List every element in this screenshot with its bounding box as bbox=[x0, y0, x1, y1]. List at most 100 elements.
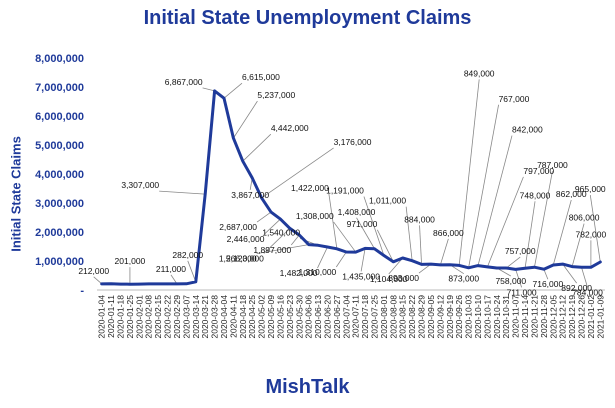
data-label: 211,000 bbox=[156, 264, 186, 274]
data-point bbox=[288, 227, 292, 230]
y-tick-label: 8,000,000 bbox=[35, 53, 84, 65]
data-label: 1,566,000 bbox=[219, 254, 257, 264]
x-tick-label: 2020-06-20 bbox=[322, 295, 332, 339]
x-tick-label: 2020-10-03 bbox=[464, 295, 474, 339]
leader-line bbox=[356, 217, 375, 249]
data-point bbox=[429, 262, 433, 266]
chart-title: Initial State Unemployment Claims bbox=[143, 7, 472, 29]
data-point bbox=[147, 282, 150, 286]
data-point bbox=[373, 247, 376, 250]
x-tick-label: 2020-05-02 bbox=[257, 295, 267, 339]
data-point bbox=[156, 282, 160, 286]
leader-line bbox=[233, 100, 258, 139]
data-point bbox=[335, 247, 339, 250]
x-tick-label: 2020-12-26 bbox=[576, 295, 586, 339]
data-point bbox=[203, 192, 207, 196]
data-point bbox=[279, 217, 282, 221]
data-label: 1,482,000 bbox=[280, 268, 318, 278]
data-point bbox=[345, 250, 348, 254]
leader-line bbox=[256, 211, 272, 223]
data-point bbox=[232, 136, 235, 140]
data-label: 892,000 bbox=[561, 283, 592, 293]
data-label: 3,307,000 bbox=[121, 180, 159, 190]
data-point bbox=[392, 260, 395, 264]
leader-line bbox=[363, 196, 385, 256]
x-tick-label: 2020-01-25 bbox=[125, 295, 135, 339]
leader-line bbox=[468, 104, 499, 268]
y-tick-label: 7,000,000 bbox=[35, 82, 84, 94]
x-tick-label: 2020-12-12 bbox=[558, 295, 568, 339]
data-label: 748,000 bbox=[520, 190, 551, 200]
x-tick-label: 2020-07-11 bbox=[351, 295, 361, 338]
data-point bbox=[326, 245, 329, 249]
x-tick-label: 2020-05-30 bbox=[294, 295, 304, 339]
x-tick-label: 2020-04-11 bbox=[228, 295, 238, 338]
x-tick-label: 2020-01-04 bbox=[97, 295, 107, 339]
leader-line bbox=[487, 176, 524, 268]
data-point bbox=[109, 282, 113, 285]
x-tick-label: 2020-10-17 bbox=[482, 295, 492, 339]
label-leader-lines bbox=[93, 79, 601, 288]
data-label: 971,000 bbox=[347, 219, 378, 229]
x-tick-label: 2020-11-14 bbox=[520, 295, 530, 338]
x-tick-label: 2020-05-23 bbox=[285, 295, 295, 339]
leader-line bbox=[256, 244, 309, 254]
data-label: 797,000 bbox=[523, 166, 554, 176]
y-tick-label: 1,000,000 bbox=[35, 256, 84, 268]
x-axis: 2020-01-04 2020-01-11 2020-01-18 2020-01-25… bbox=[97, 289, 605, 339]
x-tick-label: 2020-08-08 bbox=[388, 295, 398, 339]
leader-line bbox=[571, 223, 585, 267]
y-tick-label: 3,000,000 bbox=[35, 198, 84, 210]
x-tick-label: 2020-08-15 bbox=[398, 295, 408, 339]
x-tick-label: 2020-02-08 bbox=[144, 295, 154, 339]
leader-line bbox=[263, 228, 291, 254]
leader-line bbox=[223, 82, 243, 99]
data-point bbox=[457, 264, 461, 267]
leader-line bbox=[562, 263, 577, 284]
leader-line bbox=[419, 225, 422, 265]
data-point bbox=[251, 176, 254, 180]
data-point bbox=[241, 159, 245, 163]
leader-line bbox=[360, 248, 366, 272]
data-label: 1,408,000 bbox=[338, 207, 376, 217]
leader-line bbox=[187, 260, 197, 282]
leader-line bbox=[552, 199, 572, 266]
data-point bbox=[467, 266, 470, 269]
x-tick-label: 2020-03-28 bbox=[210, 295, 220, 339]
x-tick-label: 2020-09-12 bbox=[435, 295, 445, 339]
data-label: 711,000 bbox=[507, 287, 537, 297]
data-label: 201,000 bbox=[115, 256, 146, 266]
data-point bbox=[552, 263, 555, 267]
leader-line bbox=[505, 256, 521, 269]
data-label: 5,237,000 bbox=[257, 90, 295, 100]
data-label: 893,000 bbox=[388, 273, 419, 283]
x-tick-label: 2020-09-26 bbox=[454, 295, 464, 339]
data-label: 806,000 bbox=[569, 213, 600, 223]
x-tick-label: 2020-08-29 bbox=[417, 295, 427, 339]
x-tick-label: 2020-09-19 bbox=[445, 295, 455, 339]
leader-line bbox=[543, 269, 549, 280]
data-label: 2,446,000 bbox=[227, 234, 265, 244]
data-point bbox=[580, 266, 583, 269]
data-point bbox=[354, 250, 357, 254]
leader-line bbox=[290, 234, 300, 246]
leader-line bbox=[376, 229, 394, 263]
x-tick-label: 2020-06-06 bbox=[304, 295, 314, 339]
data-point bbox=[589, 266, 593, 269]
leader-line bbox=[388, 257, 404, 275]
data-label: 1,897,000 bbox=[253, 245, 291, 255]
leader-line bbox=[515, 269, 523, 288]
x-tick-label: 2020-12-05 bbox=[548, 295, 558, 339]
y-tick-label: 2,000,000 bbox=[35, 227, 84, 239]
leader-line bbox=[477, 135, 513, 266]
data-point bbox=[363, 247, 367, 250]
y-tick-label: 4,000,000 bbox=[35, 169, 84, 181]
x-tick-label: 2020-12-19 bbox=[567, 295, 577, 339]
x-tick-label: 2020-08-22 bbox=[407, 295, 417, 339]
data-point bbox=[514, 268, 517, 271]
data-label: 757,000 bbox=[505, 246, 536, 256]
data-label: 212,000 bbox=[78, 266, 109, 276]
leader-line bbox=[589, 194, 601, 263]
leader-line bbox=[333, 221, 357, 253]
